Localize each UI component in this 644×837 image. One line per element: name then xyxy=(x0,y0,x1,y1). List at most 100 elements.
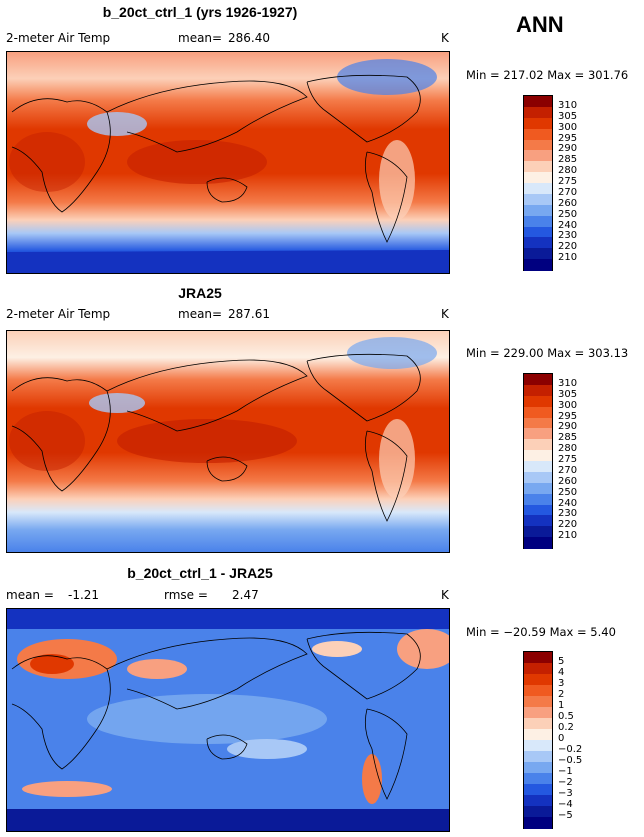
panel-3-title: b_20ct_ctrl_1 - JRA25 xyxy=(127,565,273,581)
colorbar-tick-label: −2 xyxy=(558,777,573,788)
colorbar-segment xyxy=(524,461,552,473)
colorbar-segment xyxy=(524,718,552,730)
colorbar-tick-label: 210 xyxy=(558,530,578,542)
colorbar-segment xyxy=(524,226,552,238)
colorbar-tick-label: 285 xyxy=(558,432,578,444)
panel-1-mean-label: mean= xyxy=(178,31,223,45)
colorbar-tick-label: −5 xyxy=(558,810,573,821)
colorbar-tick-label: 250 xyxy=(558,208,578,220)
colorbar-segment xyxy=(524,493,552,505)
panel-3-colorbar xyxy=(523,651,553,829)
panel-1-colorbar xyxy=(523,95,553,271)
colorbar-tick-label: 240 xyxy=(558,219,578,231)
colorbar-tick-label: 300 xyxy=(558,399,578,411)
colorbar-segment xyxy=(524,450,552,462)
colorbar-tick-label: −0.5 xyxy=(558,755,583,766)
colorbar-segment xyxy=(524,139,552,151)
colorbar-tick-label: 270 xyxy=(558,464,578,476)
colorbar-tick-label: 210 xyxy=(558,252,578,264)
colorbar-tick-label: 290 xyxy=(558,421,578,433)
colorbar-tick-label: 2 xyxy=(558,689,565,700)
colorbar-tick-label: 4 xyxy=(558,667,565,678)
colorbar-tick-label: 300 xyxy=(558,121,578,133)
panel-1-mean-value: 286.40 xyxy=(228,31,270,45)
season-label: ANN xyxy=(516,12,564,37)
panel-1-map-field xyxy=(7,52,449,273)
colorbar-segment xyxy=(524,204,552,217)
colorbar-segment xyxy=(524,406,552,418)
panel-3-map-field xyxy=(7,609,449,831)
colorbar-tick-label: 250 xyxy=(558,486,578,498)
colorbar-segment xyxy=(524,237,552,249)
colorbar-segment xyxy=(524,729,552,741)
colorbar-segment xyxy=(524,674,552,686)
panel-1-title: b_20ct_ctrl_1 (yrs 1926-1927) xyxy=(102,4,298,20)
colorbar-segment xyxy=(524,471,552,484)
colorbar-tick-label: 0 xyxy=(558,733,565,744)
colorbar-tick-label: 290 xyxy=(558,143,578,155)
colorbar-segment xyxy=(524,128,552,140)
colorbar-segment xyxy=(524,193,552,206)
panel-2-mean-label: mean= xyxy=(178,307,223,321)
panel-1-minmax: Min = 217.02 Max = 301.76 xyxy=(466,68,629,82)
panel-2-map-field xyxy=(7,331,449,552)
colorbar-tick-label: 310 xyxy=(558,99,578,111)
panel-2-mean-value: 287.61 xyxy=(228,307,270,321)
colorbar-tick-label: 230 xyxy=(558,230,578,242)
colorbar-segment xyxy=(524,482,552,495)
colorbar-segment xyxy=(524,417,552,429)
colorbar-segment xyxy=(524,537,552,549)
colorbar-segment xyxy=(524,183,552,195)
panel-2-title: JRA25 xyxy=(178,285,222,301)
colorbar-tick-label: 1 xyxy=(558,700,565,711)
colorbar-segment xyxy=(524,806,552,818)
colorbar-segment xyxy=(524,259,552,271)
panel-2-colorbar xyxy=(523,373,553,549)
colorbar-tick-label: 260 xyxy=(558,197,578,209)
colorbar-tick-label: −3 xyxy=(558,788,573,799)
colorbar-tick-label: 220 xyxy=(558,519,578,531)
colorbar-tick-label: 305 xyxy=(558,110,578,122)
colorbar-segment xyxy=(524,384,552,397)
colorbar-tick-label: 295 xyxy=(558,132,578,144)
colorbar-segment xyxy=(524,215,552,227)
colorbar-tick-label: 275 xyxy=(558,454,578,465)
panel-2-unit: K xyxy=(441,307,449,321)
panel-2-minmax: Min = 229.00 Max = 303.13 xyxy=(466,346,629,360)
colorbar-segment xyxy=(524,161,552,173)
colorbar-tick-label: 5 xyxy=(558,656,565,667)
panel-3-mean-value: -1.21 xyxy=(68,588,100,602)
colorbar-tick-label: 240 xyxy=(558,497,578,509)
colorbar-segment xyxy=(524,707,552,719)
panel-3-mean-label: mean = xyxy=(6,588,54,602)
panel-3-minmax: Min = −20.59 Max = 5.40 xyxy=(466,625,616,639)
colorbar-segment xyxy=(524,685,552,697)
colorbar-tick-label: 230 xyxy=(558,508,578,520)
panel-3-rmse-value: 2.47 xyxy=(232,588,259,602)
colorbar-segment xyxy=(524,817,552,829)
colorbar-segment xyxy=(524,784,552,796)
colorbar-segment xyxy=(524,106,552,119)
colorbar-tick-label: −0.2 xyxy=(558,744,583,755)
colorbar-segment xyxy=(524,773,552,785)
colorbar-tick-label: −1 xyxy=(558,766,573,777)
colorbar-segment xyxy=(524,795,552,807)
colorbar-tick-label: 280 xyxy=(558,443,578,455)
colorbar-tick-label: 280 xyxy=(558,165,578,177)
colorbar-segment xyxy=(524,150,552,162)
colorbar-segment xyxy=(524,428,552,440)
panel-1-variable-label: 2-meter Air Temp xyxy=(6,31,111,45)
colorbar-tick-label: −4 xyxy=(558,799,573,810)
colorbar-tick-label: 0.2 xyxy=(558,722,574,733)
colorbar-tick-label: 3 xyxy=(558,678,565,689)
colorbar-segment xyxy=(524,374,552,386)
panel-3-map xyxy=(6,608,450,832)
colorbar-segment xyxy=(524,751,552,763)
colorbar-segment xyxy=(524,248,552,260)
panel-3-unit: K xyxy=(441,588,449,602)
panel-2-variable-label: 2-meter Air Temp xyxy=(6,307,111,321)
colorbar-tick-label: 310 xyxy=(558,377,578,389)
colorbar-tick-label: 270 xyxy=(558,186,578,198)
colorbar-tick-label: 0.5 xyxy=(558,711,574,722)
colorbar-tick-label: 220 xyxy=(558,241,578,253)
